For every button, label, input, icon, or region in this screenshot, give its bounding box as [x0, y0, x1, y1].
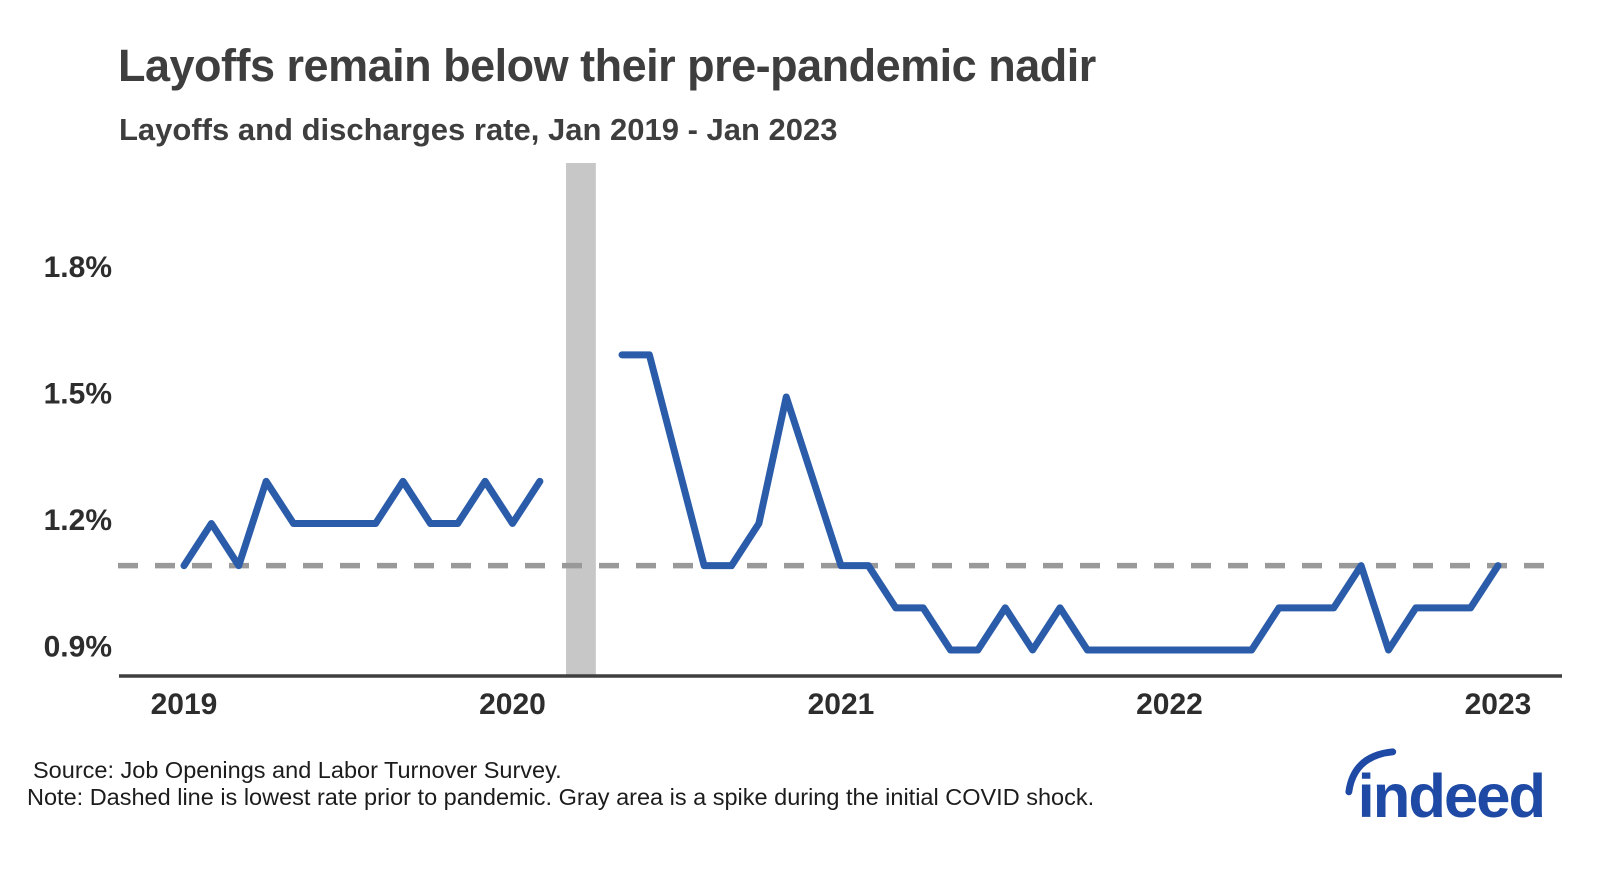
x-axis-tick-label: 2022 [1136, 688, 1203, 721]
x-axis-tick-label: 2023 [1465, 688, 1532, 721]
x-axis-tick-label: 2020 [479, 688, 546, 721]
chart-footer: Source: Job Openings and Labor Turnover … [27, 757, 1094, 811]
indeed-swoosh-icon [1345, 748, 1397, 796]
covid-shock-band [566, 163, 596, 676]
indeed-logo-text: indeed [1358, 762, 1544, 830]
x-axis-tick-label: 2019 [151, 688, 218, 721]
y-axis-tick-label: 0.9% [44, 631, 112, 664]
chart-subtitle: Layoffs and discharges rate, Jan 2019 - … [119, 112, 838, 147]
chart-title: Layoffs remain below their pre-pandemic … [118, 40, 1096, 91]
source-text: Source: Job Openings and Labor Turnover … [33, 757, 562, 783]
y-axis-tick-label: 1.5% [44, 377, 112, 410]
y-axis-tick-label: 1.2% [44, 504, 112, 537]
note-text: Note: Dashed line is lowest rate prior t… [27, 784, 1095, 810]
y-axis-tick-label: 1.8% [44, 251, 112, 284]
layoffs-rate-line [180, 477, 544, 570]
x-axis-tick-label: 2021 [808, 688, 875, 721]
indeed-logo: indeed [1345, 748, 1546, 830]
layoffs-rate-line [618, 351, 1502, 654]
